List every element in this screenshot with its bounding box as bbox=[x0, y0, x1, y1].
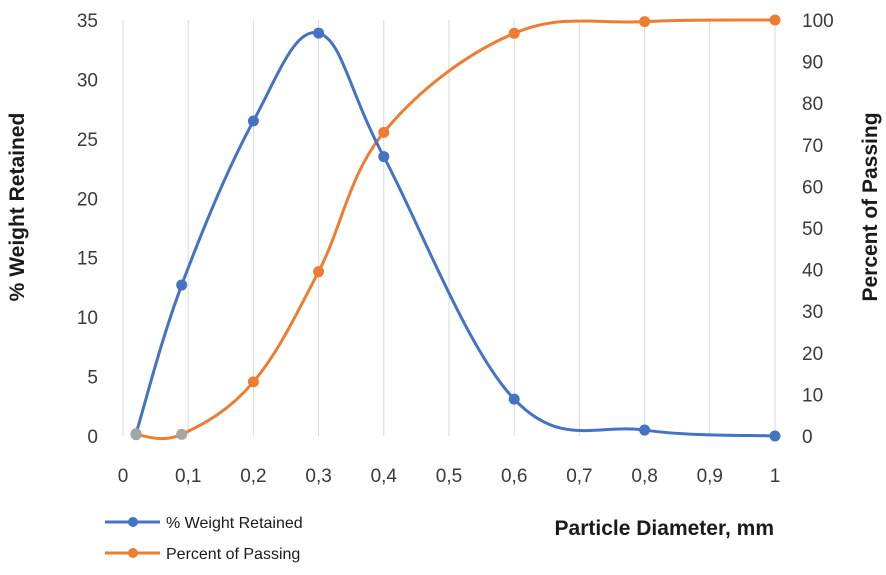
data-point-percent-passing bbox=[639, 16, 651, 28]
data-point-percent-passing bbox=[313, 266, 325, 278]
data-point-percent-passing bbox=[378, 126, 390, 138]
x-tick-label: 0,2 bbox=[240, 466, 266, 487]
data-point-weight-retained bbox=[508, 393, 520, 405]
data-point-weight-retained bbox=[313, 27, 325, 39]
y2-tick-label: 90 bbox=[802, 53, 823, 74]
data-point-percent-passing bbox=[508, 27, 520, 39]
x-tick-label: 0,3 bbox=[305, 466, 331, 487]
y2-tick-label: 100 bbox=[802, 11, 834, 32]
y-tick-label: 15 bbox=[77, 249, 98, 270]
y-tick-label: 10 bbox=[77, 308, 98, 329]
data-point-weight-retained bbox=[130, 428, 142, 440]
legend: % Weight Retained Percent of Passing bbox=[105, 515, 303, 563]
y-tick-label: 30 bbox=[77, 70, 98, 91]
y2-tick-label: 30 bbox=[802, 302, 823, 323]
y2-tick-label: 0 bbox=[802, 427, 813, 448]
y-axis-ticks: 0 5 10 15 20 25 30 35 bbox=[77, 11, 98, 448]
data-point-weight-retained bbox=[769, 430, 781, 442]
y-tick-label: 20 bbox=[77, 189, 98, 210]
legend-label-weight-retained: % Weight Retained bbox=[166, 515, 303, 532]
x-tick-label: 0,7 bbox=[566, 466, 592, 487]
x-tick-label: 0,6 bbox=[501, 466, 527, 487]
series-line-weight-retained bbox=[134, 31, 777, 438]
x-axis-ticks: 0 0,1 0,2 0,3 0,4 0,5 0,6 0,7 0,8 0,9 1 bbox=[118, 466, 781, 487]
y2-tick-label: 10 bbox=[802, 385, 823, 406]
data-point-percent-passing bbox=[176, 428, 188, 440]
data-point-weight-retained bbox=[639, 424, 651, 436]
data-point-percent-passing bbox=[769, 14, 781, 26]
legend-label-percent-passing: Percent of Passing bbox=[166, 546, 300, 563]
series bbox=[130, 14, 781, 442]
y2-tick-label: 80 bbox=[802, 94, 823, 115]
data-point-percent-passing bbox=[247, 376, 259, 388]
y-tick-label: 35 bbox=[77, 11, 98, 32]
y-tick-label: 0 bbox=[87, 427, 98, 448]
y-axis-title: % Weight Retained bbox=[6, 113, 29, 302]
data-point-weight-retained bbox=[378, 151, 390, 163]
y-tick-label: 5 bbox=[87, 368, 98, 389]
legend-marker-weight-retained bbox=[128, 517, 138, 527]
y2-tick-label: 50 bbox=[802, 219, 823, 240]
x-tick-label: 0,4 bbox=[371, 466, 398, 487]
x-tick-label: 0,5 bbox=[436, 466, 462, 487]
grid bbox=[122, 20, 776, 436]
legend-marker-percent-passing bbox=[128, 548, 138, 558]
data-point-weight-retained bbox=[247, 115, 259, 127]
y2-tick-label: 60 bbox=[802, 177, 823, 198]
x-axis-title: Particle Diameter, mm bbox=[555, 517, 774, 540]
y2-tick-label: 70 bbox=[802, 136, 823, 157]
x-tick-label: 0,8 bbox=[631, 466, 657, 487]
x-tick-label: 1 bbox=[770, 466, 781, 487]
y2-tick-label: 20 bbox=[802, 344, 823, 365]
data-point-weight-retained bbox=[176, 279, 188, 291]
y2-axis-ticks: 0 10 20 30 40 50 60 70 80 90 100 bbox=[802, 11, 834, 448]
x-tick-label: 0,9 bbox=[697, 466, 723, 487]
x-tick-label: 0,1 bbox=[175, 466, 201, 487]
y2-tick-label: 40 bbox=[802, 261, 823, 282]
series-line-percent-passing bbox=[134, 18, 777, 441]
x-tick-label: 0 bbox=[118, 466, 129, 487]
y2-axis-title: Percent of Passing bbox=[859, 112, 882, 301]
y-tick-label: 25 bbox=[77, 130, 98, 151]
